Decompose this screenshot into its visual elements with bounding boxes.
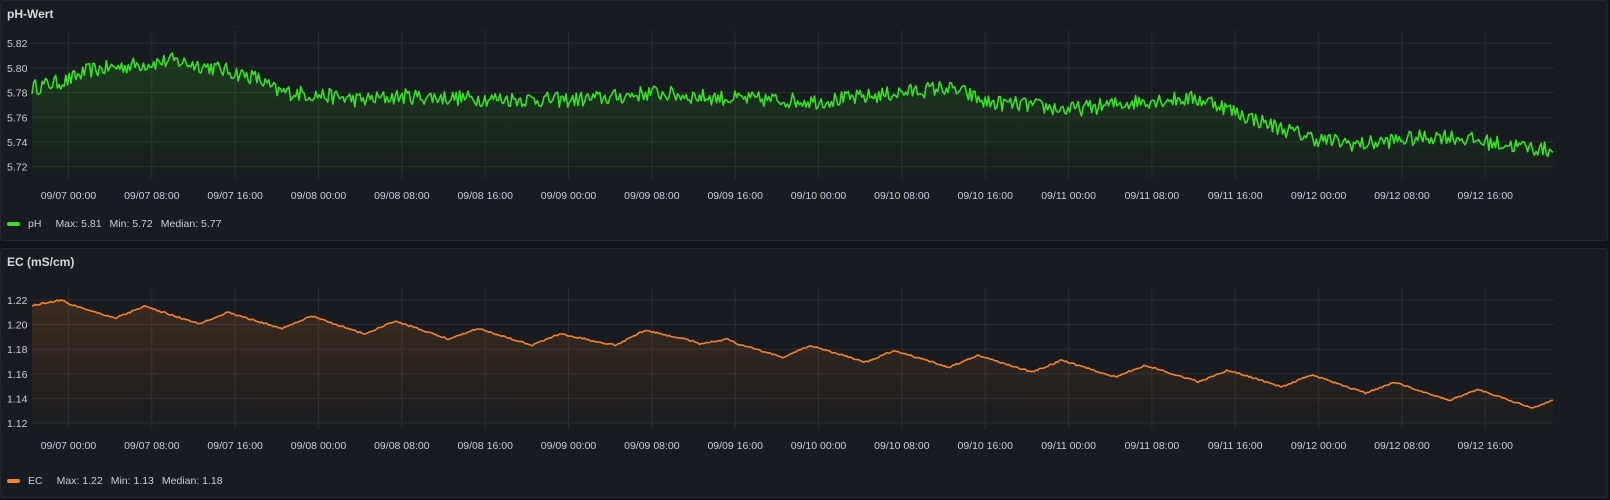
ec-y-tick-label: 1.16 [7, 369, 28, 381]
ec-y-tick-label: 1.12 [7, 418, 28, 430]
ec-x-tick-label: 09/12 08:00 [1374, 440, 1430, 452]
ec-panel-title[interactable]: EC (mS/cm) [7, 255, 75, 269]
ph-x-tick-label: 09/10 00:00 [791, 190, 847, 202]
ec-x-tick-label: 09/08 16:00 [457, 440, 513, 452]
ph-x-tick-label: 09/10 08:00 [874, 190, 930, 202]
ec-series-line[interactable] [31, 299, 1554, 409]
ph-x-tick-label: 09/09 00:00 [541, 190, 597, 202]
ec-x-tick-label: 09/10 08:00 [874, 440, 930, 452]
ec-stat-max: Max: 1.22 [56, 475, 103, 487]
ph-x-tick-label: 09/07 16:00 [207, 190, 263, 202]
ec-chart[interactable]: 1.22 1.20 1.18 1.16 1.14 1.12 09/07 00:00 09/07… [1, 249, 1609, 471]
ec-y-tick-label: 1.20 [7, 320, 28, 332]
ph-legend-swatch[interactable] [7, 222, 20, 226]
ph-y-tick-label: 5.78 [7, 88, 28, 100]
ph-x-tick-label: 09/12 16:00 [1458, 190, 1514, 202]
ph-x-tick-label: 09/08 00:00 [291, 190, 347, 202]
ph-x-tick-label: 09/11 00:00 [1041, 190, 1096, 202]
ec-x-tick-label: 09/12 00:00 [1291, 440, 1347, 452]
ec-x-tick-label: 09/09 00:00 [541, 440, 597, 452]
ec-x-tick-label: 09/07 00:00 [41, 440, 97, 452]
ph-x-tick-label: 09/10 16:00 [957, 190, 1013, 202]
ec-x-tick-label: 09/10 16:00 [957, 440, 1013, 452]
ph-x-tick-label: 09/09 08:00 [624, 190, 680, 202]
ec-x-tick-label: 09/11 00:00 [1041, 440, 1096, 452]
ec-x-tick-label: 09/07 08:00 [124, 440, 180, 452]
ph-y-tick-label: 5.76 [7, 112, 28, 124]
ph-stat-median: Median: 5.77 [160, 218, 222, 230]
ph-x-tick-label: 09/11 08:00 [1125, 190, 1180, 202]
ec-x-tick-label: 09/08 00:00 [291, 440, 347, 452]
ec-stat-median: Median: 1.18 [161, 475, 223, 487]
ph-x-tick-label: 09/12 00:00 [1291, 190, 1347, 202]
ph-x-tick-label: 09/07 08:00 [124, 190, 180, 202]
ph-panel: pH-Wert 5.82 5.80 5.78 5.76 5.74 5.72 09/07 00… [0, 0, 1608, 241]
ec-y-tick-label: 1.18 [7, 344, 28, 356]
ec-x-tick-label: 09/11 16:00 [1208, 440, 1263, 452]
ph-x-tick-label: 09/11 16:00 [1208, 190, 1263, 202]
ec-x-tick-label: 09/09 16:00 [707, 440, 763, 452]
ph-y-tick-label: 5.82 [7, 38, 28, 50]
ph-series-line[interactable] [31, 52, 1554, 158]
ph-series-area [32, 53, 1553, 179]
ec-legend-swatch[interactable] [7, 479, 20, 483]
ph-stat-max: Max: 5.81 [55, 218, 102, 230]
ec-x-tick-label: 09/10 00:00 [791, 440, 847, 452]
ec-legend: EC Max: 1.22 Min: 1.13 Median: 1.18 [7, 475, 231, 487]
ph-y-tick-label: 5.72 [7, 162, 28, 174]
ec-series-area [32, 299, 1553, 429]
ph-x-tick-label: 09/09 16:00 [707, 190, 763, 202]
ec-x-tick-label: 09/12 16:00 [1458, 440, 1514, 452]
ec-x-tick-label: 09/11 08:00 [1125, 440, 1180, 452]
ph-stat-min: Min: 5.72 [109, 218, 153, 230]
ec-y-tick-label: 1.14 [7, 393, 28, 405]
ph-y-tick-label: 5.74 [7, 137, 28, 149]
ec-x-tick-label: 09/09 08:00 [624, 440, 680, 452]
ph-x-tick-label: 09/08 08:00 [374, 190, 430, 202]
ec-stat-min: Min: 1.13 [110, 475, 154, 487]
ph-y-tick-label: 5.80 [7, 63, 28, 75]
ec-legend-label[interactable]: EC [28, 475, 43, 487]
ec-x-tick-label: 09/07 16:00 [207, 440, 263, 452]
ph-legend-label[interactable]: pH [28, 218, 42, 230]
ph-panel-title[interactable]: pH-Wert [7, 7, 54, 21]
ph-x-tick-label: 09/08 16:00 [457, 190, 513, 202]
ec-panel: EC (mS/cm) 1.22 1.20 1.18 1.16 1.14 1.12 09/07… [0, 248, 1608, 498]
ph-chart[interactable]: 5.82 5.80 5.78 5.76 5.74 5.72 09/07 00:00 09/07… [1, 1, 1609, 216]
ec-y-tick-label: 1.22 [7, 295, 28, 307]
ec-x-tick-label: 09/08 08:00 [374, 440, 430, 452]
ph-x-tick-label: 09/07 00:00 [41, 190, 97, 202]
ph-legend: pH Max: 5.81 Min: 5.72 Median: 5.77 [7, 218, 229, 230]
ph-x-tick-label: 09/12 08:00 [1374, 190, 1430, 202]
